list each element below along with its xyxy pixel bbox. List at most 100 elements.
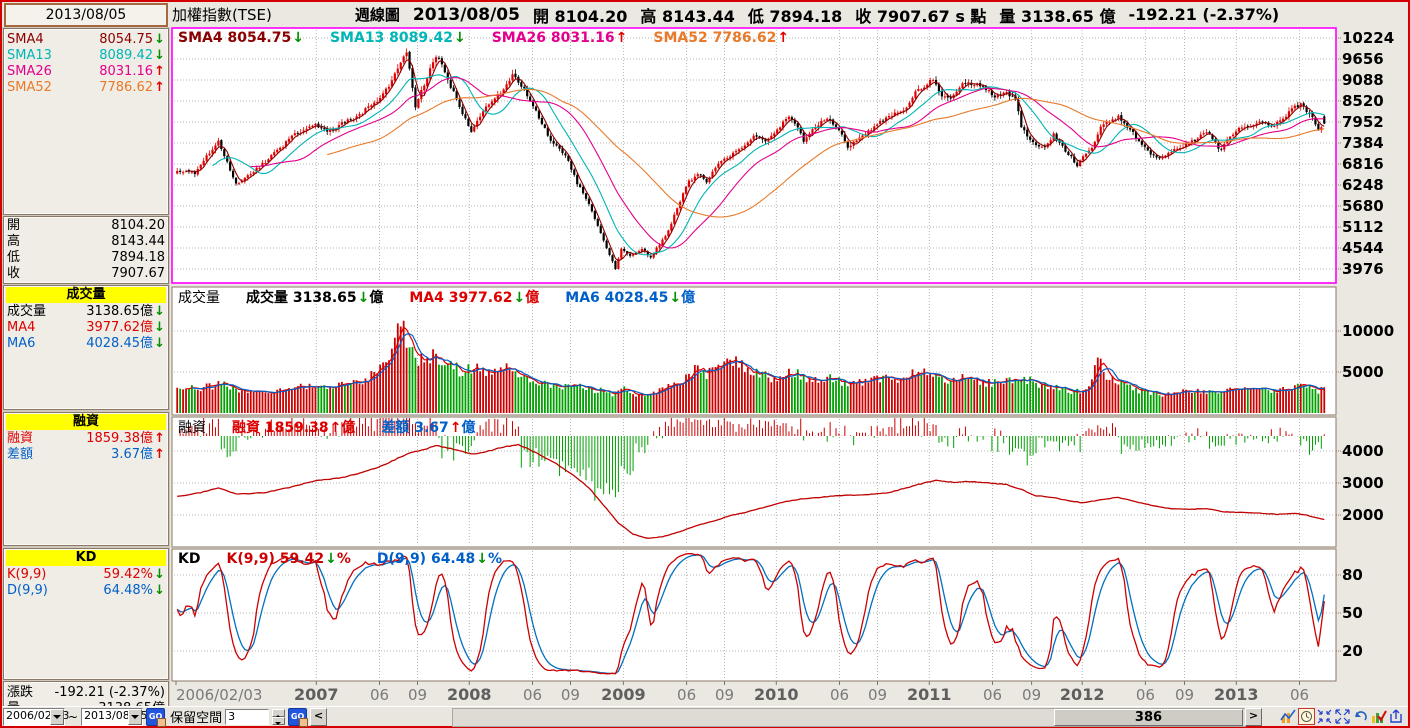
stat-value: 7894.18 [111,250,165,265]
x-axis-tick-label: 06 [1135,686,1155,704]
ohlc-panel: 開 8104.20 高 8143.44 低 7894.18 收 7907.67 [3,216,169,284]
apply-range-button[interactable]: GO [146,707,167,727]
current-date-box[interactable]: 2013/08/05 [4,3,168,27]
chart-check-icon[interactable] [1370,708,1387,725]
range-start-select[interactable]: 2006/02/03 [3,707,69,726]
stat-value: 7907.67 [111,266,165,281]
chart-type-label: 週線圖 [354,6,400,24]
trend-up-icon: ↑ [615,30,628,46]
trend-down-icon: ↓ [357,290,370,306]
quote-summary: 加權指數(TSE) 週線圖 2013/08/05 開 8104.20 高 8143… [172,2,1279,27]
panel-header-suffix: % [487,551,503,567]
y-axis-tick-label: 8520 [1342,92,1384,110]
top-bar: 2013/08/05 加權指數(TSE) 週線圖 2013/08/05 開 81… [2,2,1408,27]
scrollbar-thumb[interactable]: 386 [1054,709,1243,726]
range-end-select[interactable]: 2013/08/05 [81,707,147,726]
clock-icon[interactable] [1298,708,1315,725]
margin-section-header: 融資 [6,414,166,430]
x-axis-tick-label: 06 [677,686,697,704]
panel-header-text: MA4 3977.62 [409,290,513,306]
panel-header-text: 成交量 3138.65 [246,290,357,306]
trend-up-icon: ↑ [154,64,165,79]
scroll-left-button[interactable]: < [310,707,328,726]
panel-header-segment: KD [178,551,200,567]
x-axis-tick-label: 09 [715,686,735,704]
spinner-down-icon[interactable] [272,716,286,725]
trend-down-icon: ↓ [476,551,488,567]
y-axis-tick-label: 2000 [1342,506,1384,524]
quote-segment: -192.21 (-2.37%) [1128,5,1280,24]
trend-up-icon: ↑ [154,431,165,446]
x-axis-tick-label: 2008 [446,685,492,704]
y-axis-tick-label: 9656 [1342,50,1384,68]
panel-header-segment: K(9,9) 59.42↓% [226,551,350,567]
stat-value: -192.21 (-2.37%) [54,685,165,700]
stat-label: SMA4 [7,32,44,47]
spinner-up-icon[interactable] [272,708,286,718]
reserve-space-label: 保留空間 [170,711,223,726]
stat-row: K(9,9) 59.42% ↓ [4,567,168,583]
trend-down-icon: ↓ [154,48,165,63]
stat-row: 融資 1859.38億 ↑ [4,431,168,447]
stat-row: 成交量 3138.65億 ↓ [4,304,168,320]
arrows-out-icon[interactable] [1334,708,1351,725]
stat-row: SMA4 8054.75 ↓ [4,32,168,48]
stat-label: 漲跌 [7,685,34,700]
x-axis-tick-label: 06 [522,686,543,704]
panel-header-segment: SMA52 7786.62↑ [653,30,789,46]
y-axis-tick-label: 7384 [1342,134,1384,152]
scroll-right-button[interactable]: > [1245,708,1262,726]
volume-section-header: 成交量 [6,287,166,303]
panel-header-text: SMA26 8031.16 [491,30,615,46]
trend-up-icon: ↑ [449,420,462,436]
y-axis-tick-label: 5112 [1342,218,1384,236]
stat-label: SMA13 [7,48,52,63]
x-axis-tick-label: 2012 [1059,685,1105,704]
stat-row: 低 7894.18 [4,250,168,266]
reserve-space-input[interactable] [225,708,270,725]
chevron-down-icon[interactable] [50,708,64,725]
x-axis-tick-label: 09 [1175,686,1195,704]
x-axis-tick-label: 06 [370,686,390,704]
y-axis-tick-label: 20 [1342,642,1363,660]
stat-row: MA4 3977.62億 ↓ [4,320,168,336]
arrows-in-icon[interactable] [1316,708,1333,725]
trend-up-icon: ↑ [329,420,342,436]
panel-header-text: 融資 1859.38 [232,420,329,436]
quote-segment: 量 3138.65 億 [999,6,1116,26]
trend-down-icon: ↓ [513,290,526,306]
stat-label: 高 [7,234,21,249]
stat-value: 1859.38億 [86,431,153,446]
horizontal-scrollbar[interactable]: 386 [452,708,1246,727]
panel-header-text: 差額 3.67 [381,420,449,436]
panel-header-segment: D(9,9) 64.48↓% [377,551,502,567]
x-axis-tick-label: 09 [560,686,580,704]
x-axis-tick-label: 06 [982,686,1003,704]
stat-row: 高 8143.44 [4,234,168,250]
trend-up-icon: ↑ [777,30,790,46]
stat-label: 差額 [7,447,34,462]
instrument-title: 加權指數(TSE) [172,6,272,24]
stat-row: 收 7907.67 [4,266,168,282]
trend-down-icon: ↓ [154,567,165,582]
export-icon[interactable] [1388,708,1405,725]
panel-header-text: K(9,9) 59.42 [226,551,325,567]
undo-icon[interactable] [1352,708,1369,725]
stat-label: SMA26 [7,64,52,79]
trend-icon[interactable] [1280,708,1297,725]
y-axis-tick-label: 4000 [1342,442,1384,460]
stat-value: 59.42% [103,567,153,582]
kd-panel-header: KD K(9,9) 59.42↓% D(9,9) 64.48↓% [178,551,502,567]
y-axis-tick-label: 80 [1342,566,1363,584]
stat-label: 低 [7,250,21,265]
x-axis-tick-label: 2011 [906,685,952,704]
y-axis-tick-label: 7952 [1342,113,1384,131]
x-axis-tick-label: 2007 [294,685,339,704]
apply-reserve-button[interactable]: GO [288,707,309,727]
reserve-spinner[interactable] [272,708,286,725]
margin-stats-panel: 融資 融資 1859.38億 ↑ 差額 3.67億 ↑ [3,412,169,546]
chevron-down-icon[interactable] [128,708,143,725]
trend-down-icon: ↓ [154,32,165,47]
trend-up-icon: ↑ [154,80,165,95]
